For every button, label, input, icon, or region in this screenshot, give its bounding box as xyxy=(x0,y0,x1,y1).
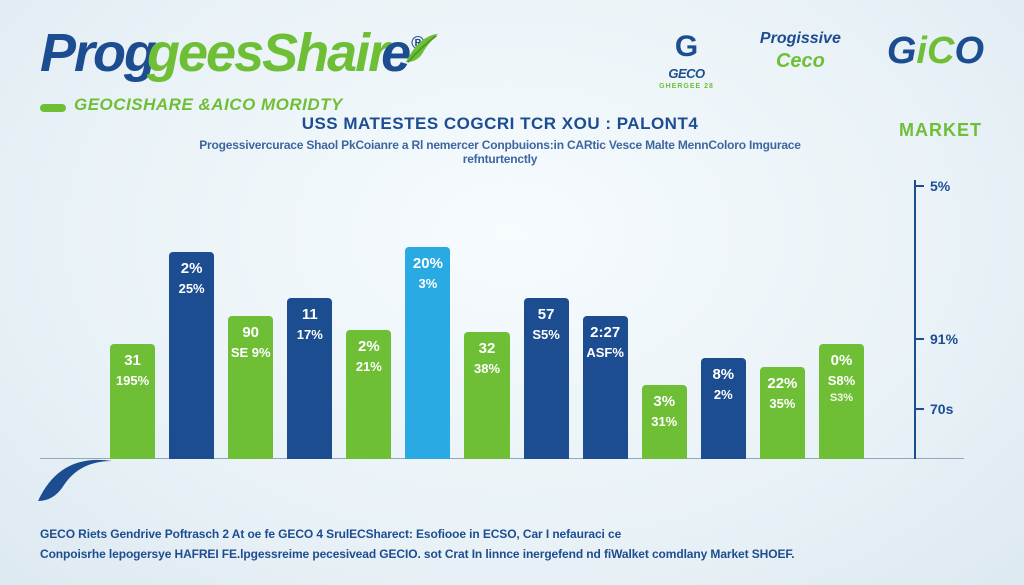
bar: 3%31% xyxy=(642,385,687,459)
y-tick: 5% xyxy=(914,178,950,194)
bar-group: 31 195% xyxy=(110,180,155,459)
y-tick: 70s xyxy=(914,401,953,417)
bar-label: 21% xyxy=(356,359,382,374)
gico-word: GiCO xyxy=(887,30,984,73)
geico-mark: G xyxy=(675,30,698,64)
bar: 20%3% xyxy=(405,247,450,459)
title-block: USS MATESTES COGCRI TCR XOU : PALONT4 Pr… xyxy=(190,114,810,166)
bar-group: 2:27 ASF% xyxy=(583,180,628,459)
logo-part-1: Prog xyxy=(40,26,155,80)
bar: 22%35% xyxy=(760,367,805,459)
bar: 1117% xyxy=(287,298,332,459)
tick-label: 5% xyxy=(930,178,950,194)
logo-subline: GEOCISHARE &AICO MORIDTY xyxy=(74,96,343,113)
bar-group: 3%31% xyxy=(642,180,687,459)
bar-label: 8% xyxy=(712,366,734,383)
y-axis: 5% 91% 70s xyxy=(914,180,974,459)
chart-title: USS MATESTES COGCRI TCR XOU : PALONT4 xyxy=(190,114,810,134)
bar-label: 22% xyxy=(767,375,797,392)
bar-label: 31% xyxy=(651,414,677,429)
chart: 31195%2%25%90SE 9%1117%2%21%20%3%3238%57… xyxy=(40,180,964,489)
geico-sub: GECO xyxy=(668,66,704,81)
tick-mark xyxy=(914,185,924,187)
bar-group: 2%21% xyxy=(346,180,391,459)
bar-label: 57 xyxy=(538,306,555,323)
bar-label: 2% xyxy=(714,387,733,402)
bar: 2%25% xyxy=(169,252,214,459)
chart-subtitle: Progessivercurace Shaol PkCoianre a Rl n… xyxy=(190,138,810,166)
bar: 3238% xyxy=(464,332,509,459)
footnote-1: GECO Riets Gendrive Poftrasch 2 At oe fe… xyxy=(40,527,984,541)
bar-label: 3% xyxy=(653,393,675,410)
bar-label: 38% xyxy=(474,361,500,376)
bar: 57S5% xyxy=(524,298,569,459)
bar-label: ASF% xyxy=(586,345,624,360)
bar-label: 2% xyxy=(181,260,203,277)
bar: 8%2% xyxy=(701,358,746,459)
bar-group: 2%25% xyxy=(169,180,214,459)
bar-group: 0% S8% S3% xyxy=(819,180,864,459)
bar-label: 17% xyxy=(297,327,323,342)
tick-label: 70s xyxy=(930,401,953,417)
bar-label: 11 xyxy=(302,306,318,323)
bar-group: 8%2% xyxy=(701,180,746,459)
logo-progressive: Progissive Ceco xyxy=(760,30,841,73)
bar-label: 3% xyxy=(419,276,438,291)
logo-part-2: geesShair xyxy=(147,26,387,80)
bar-group: 3238% xyxy=(464,180,509,459)
bar-group: 1117% xyxy=(287,180,332,459)
swoosh-icon xyxy=(30,443,120,523)
tick-label: 91% xyxy=(930,331,958,347)
bar-label: 0% xyxy=(831,352,853,369)
bar-group: 90 SE 9% xyxy=(228,180,273,459)
bar: 2:27 ASF% xyxy=(583,316,628,459)
logo-geico: G GECO GHERGEE 28 xyxy=(659,30,714,90)
partner-logos: G GECO GHERGEE 28 Progissive Ceco GiCO xyxy=(659,30,984,90)
footnotes: GECO Riets Gendrive Poftrasch 2 At oe fe… xyxy=(40,527,984,567)
bar-label: 32 xyxy=(479,340,496,357)
bar: 90 SE 9% xyxy=(228,316,273,459)
bar-label: S5% xyxy=(532,327,559,342)
bar-label: 2% xyxy=(358,338,380,355)
bar: 2%21% xyxy=(346,330,391,459)
tick-mark xyxy=(914,408,924,410)
logo-gico: GiCO xyxy=(887,30,984,73)
bar-label: 31 xyxy=(124,352,141,369)
footnote-2: Conpoisrhe lepogersye HAFREI FE.lpgessre… xyxy=(40,547,984,561)
bar-group: 22%35% xyxy=(760,180,805,459)
bar-label: 35% xyxy=(769,396,795,411)
y-tick: 91% xyxy=(914,331,958,347)
bar-label: 195% xyxy=(116,373,149,388)
leaf-icon xyxy=(402,30,440,68)
progressive-top: Progissive xyxy=(760,30,841,48)
bar-label: 20% xyxy=(413,255,443,272)
bar-label: S3% xyxy=(830,392,853,404)
bar-group: 20%3% xyxy=(405,180,450,459)
bar-group: 57S5% xyxy=(524,180,569,459)
tick-mark xyxy=(914,338,924,340)
progressive-bot: Ceco xyxy=(776,50,825,73)
market-label: MARKET xyxy=(899,120,982,141)
geico-micro: GHERGEE 28 xyxy=(659,83,714,90)
bar-label: SE 9% xyxy=(231,345,271,360)
bar: 0% S8% S3% xyxy=(819,344,864,459)
bar-label: 2:27 xyxy=(590,324,620,341)
bar-container: 31195%2%25%90SE 9%1117%2%21%20%3%3238%57… xyxy=(110,180,864,459)
bar-label: S8% xyxy=(828,373,855,388)
bar: 31 195% xyxy=(110,344,155,459)
accent-bar xyxy=(40,104,66,112)
bar-label: 90 xyxy=(242,324,259,341)
bar-label: 25% xyxy=(179,281,205,296)
